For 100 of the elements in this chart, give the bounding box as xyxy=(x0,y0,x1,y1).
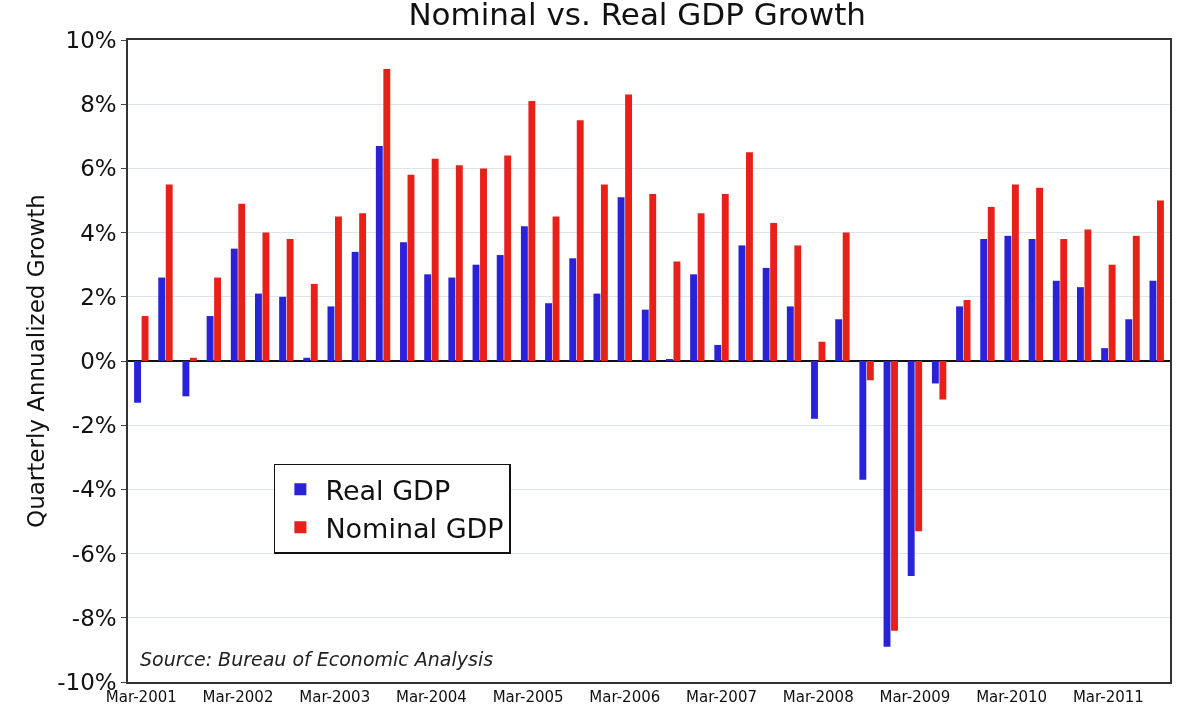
bar xyxy=(424,274,432,361)
bar xyxy=(673,261,681,361)
bar xyxy=(617,197,625,361)
bar xyxy=(310,283,318,361)
bar xyxy=(448,277,456,361)
bar xyxy=(690,274,698,361)
bar xyxy=(528,100,536,361)
bar xyxy=(907,361,915,577)
y-tick-label: -6% xyxy=(71,540,117,567)
bar xyxy=(1157,200,1164,361)
bar xyxy=(455,165,463,361)
bar xyxy=(383,68,391,361)
bar xyxy=(1060,239,1068,361)
bar xyxy=(794,245,802,361)
x-tick-label: Mar-2002 xyxy=(202,687,274,706)
x-tick-label: Mar-2010 xyxy=(976,687,1048,706)
bar xyxy=(496,255,504,361)
bar xyxy=(238,203,246,361)
bar xyxy=(593,293,601,361)
bar xyxy=(1028,239,1036,361)
bar xyxy=(987,206,995,361)
bar xyxy=(746,152,753,361)
legend-label: Nominal GDP xyxy=(325,512,504,544)
bar xyxy=(859,361,867,480)
chart-title: Nominal vs. Real GDP Growth xyxy=(408,0,867,33)
bar xyxy=(182,361,190,397)
bar xyxy=(842,232,850,361)
x-tick-label: Mar-2009 xyxy=(879,687,951,706)
bar xyxy=(520,226,528,361)
x-tick-label: Mar-2008 xyxy=(782,687,854,706)
bar xyxy=(286,239,294,361)
bar xyxy=(230,248,238,361)
y-tick-label: 4% xyxy=(80,219,117,246)
bar xyxy=(956,306,963,361)
bar xyxy=(254,293,262,361)
bar xyxy=(400,242,407,361)
y-tick-label: -4% xyxy=(71,476,117,503)
bar xyxy=(1108,264,1116,361)
bar xyxy=(649,194,657,361)
bar xyxy=(206,316,214,361)
bar xyxy=(714,344,722,361)
bar xyxy=(697,213,705,361)
x-tick-label: Mar-2011 xyxy=(1072,687,1144,706)
bar xyxy=(1004,235,1012,361)
bar xyxy=(545,303,552,361)
y-tick-label: 2% xyxy=(80,283,117,310)
bar xyxy=(189,357,197,361)
bar xyxy=(1132,235,1140,361)
bar xyxy=(214,277,222,361)
x-tick-label: Mar-2005 xyxy=(492,687,564,706)
bar xyxy=(1125,319,1133,361)
bar xyxy=(576,120,584,361)
bar xyxy=(835,319,843,361)
bar xyxy=(1052,280,1060,361)
bar xyxy=(504,155,512,361)
bar xyxy=(303,357,311,361)
y-tick-label: 6% xyxy=(80,155,117,182)
bar xyxy=(721,194,729,361)
bar xyxy=(980,239,988,361)
bar xyxy=(915,361,923,532)
x-tick-label: Mar-2006 xyxy=(589,687,661,706)
bar xyxy=(931,361,939,384)
bar xyxy=(866,361,874,381)
bar xyxy=(359,213,367,361)
bar xyxy=(811,361,818,419)
bar xyxy=(279,296,287,361)
y-axis-title: Quarterly Annualized Growth xyxy=(23,194,50,528)
bar xyxy=(1036,187,1044,361)
y-tick-label: -2% xyxy=(71,412,117,439)
bar xyxy=(770,222,778,361)
bar xyxy=(786,306,794,361)
bar xyxy=(262,232,270,361)
x-tick-label: Mar-2007 xyxy=(686,687,757,706)
annotation: Source: Bureau of Economic Analysis xyxy=(140,648,494,670)
bar xyxy=(762,267,770,361)
bar xyxy=(891,361,898,631)
bar xyxy=(939,361,947,400)
bar xyxy=(569,258,577,361)
bar xyxy=(600,184,608,361)
bar xyxy=(431,158,439,361)
bar xyxy=(1011,184,1019,361)
bar xyxy=(134,361,141,403)
bar xyxy=(351,251,359,361)
bar xyxy=(480,168,487,361)
bar xyxy=(335,216,342,361)
y-tick-label: 10% xyxy=(65,27,117,54)
y-tick-label: 0% xyxy=(80,348,117,375)
bar xyxy=(1076,287,1084,361)
bar xyxy=(625,94,633,361)
bar xyxy=(641,309,649,361)
bar xyxy=(158,277,166,361)
x-tick-label: Mar-2004 xyxy=(395,687,467,706)
y-tick-label: -8% xyxy=(71,604,117,631)
y-tick-label: 8% xyxy=(80,91,117,118)
bar xyxy=(165,184,173,361)
x-tick-label: Mar-2003 xyxy=(299,687,371,706)
bar xyxy=(1101,348,1109,361)
bar xyxy=(1084,229,1092,361)
legend-label: Real GDP xyxy=(325,474,451,506)
bar xyxy=(375,145,383,361)
